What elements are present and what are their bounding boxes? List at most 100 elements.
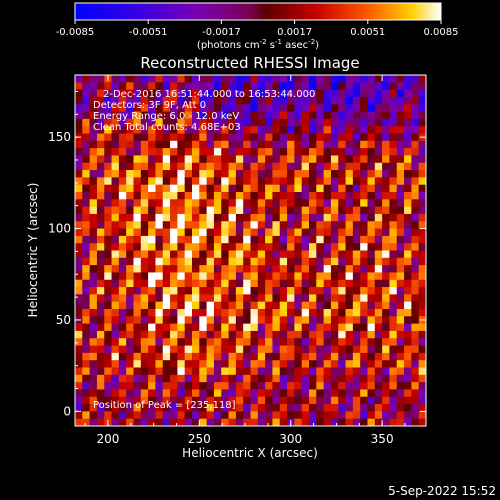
heatmap-pixel [250, 287, 259, 295]
heatmap-pixel [338, 82, 346, 91]
heatmap-pixel [111, 330, 120, 339]
heatmap-pixel [155, 272, 164, 281]
heatmap-pixel [104, 411, 112, 420]
heatmap-pixel [411, 323, 420, 332]
heatmap-pixel [309, 279, 317, 288]
heatmap-pixel [221, 396, 229, 405]
heatmap-pixel [411, 96, 420, 105]
heatmap-pixel [75, 279, 83, 288]
heatmap-pixel [257, 75, 266, 83]
heatmap-pixel [250, 418, 259, 426]
heatmap-pixel [96, 287, 105, 295]
heatmap-pixel [389, 418, 398, 426]
heatmap-pixel [96, 148, 105, 156]
heatmap-pixel [199, 287, 208, 295]
heatmap-pixel [316, 177, 325, 186]
heatmap-pixel [418, 287, 426, 295]
heatmap-pixel [404, 155, 412, 164]
heatmap-pixel [221, 279, 229, 288]
heatmap-pixel [301, 162, 310, 171]
heatmap-pixel [330, 228, 339, 237]
heatmap-pixel [345, 272, 354, 281]
heatmap-pixel [404, 221, 412, 229]
heatmap-pixel [155, 104, 164, 112]
heatmap-pixel [170, 235, 178, 244]
heatmap-pixel [418, 228, 426, 237]
heatmap-pixel [213, 75, 222, 83]
heatmap-pixel [301, 323, 310, 332]
heatmap-pixel [418, 360, 426, 368]
heatmap-pixel [133, 235, 142, 244]
heatmap-pixel [235, 287, 244, 295]
heatmap-pixel [250, 75, 259, 83]
heatmap-pixel [155, 309, 164, 317]
heatmap-pixel [89, 309, 98, 317]
heatmap-pixel [367, 382, 376, 390]
heatmap-pixel [404, 418, 412, 426]
heatmap-pixel [309, 213, 317, 222]
heatmap-pixel [294, 411, 303, 420]
heatmap-pixel [235, 301, 244, 310]
heatmap-pixel [243, 323, 251, 332]
heatmap-pixel [140, 382, 149, 390]
heatmap-pixel [345, 338, 354, 346]
heatmap-pixel [111, 265, 120, 273]
heatmap-pixel [104, 330, 112, 339]
heatmap-pixel [389, 345, 398, 354]
heatmap-pixel [177, 133, 186, 142]
heatmap-pixel [323, 75, 332, 83]
heatmap-pixel [272, 323, 281, 332]
y-tick-label: 0 [63, 404, 71, 418]
heatmap-pixel [213, 352, 222, 361]
heatmap-pixel [330, 104, 339, 112]
heatmap-pixel [287, 140, 295, 149]
heatmap-pixel [199, 162, 208, 171]
heatmap-pixel [235, 199, 244, 208]
heatmap-pixel [170, 411, 178, 420]
heatmap-pixel [404, 111, 412, 120]
heatmap-pixel [367, 133, 376, 142]
heatmap-pixel [140, 287, 149, 295]
heatmap-pixel [382, 374, 390, 383]
heatmap-pixel [170, 374, 178, 383]
heatmap-pixel [82, 170, 91, 178]
heatmap-pixel [170, 148, 178, 156]
colorbar [74, 2, 442, 21]
heatmap-pixel [367, 192, 376, 200]
heatmap-pixel [294, 279, 303, 288]
heatmap-pixel [89, 418, 98, 426]
heatmap-pixel [82, 206, 91, 215]
heatmap-pixel [345, 367, 354, 376]
heatmap-pixel [235, 367, 244, 376]
heatmap-pixel [316, 96, 325, 105]
heatmap-pixel [213, 345, 222, 354]
heatmap-pixel [374, 382, 383, 390]
heatmap-pixel [389, 257, 398, 266]
heatmap-pixel [243, 199, 251, 208]
heatmap-pixel [96, 301, 105, 310]
heatmap-pixel [89, 133, 98, 142]
heatmap-pixel [257, 396, 266, 405]
heatmap-pixel [250, 389, 259, 398]
heatmap-pixel [126, 360, 134, 368]
heatmap-pixel [352, 272, 361, 281]
heatmap-pixel [148, 404, 156, 412]
heatmap-pixel [184, 272, 193, 281]
heatmap-pixel [162, 309, 171, 317]
heatmap-pixel [192, 162, 200, 171]
heatmap-pixel [367, 374, 376, 383]
heatmap-pixel [177, 294, 186, 303]
heatmap-pixel [323, 177, 332, 186]
heatmap-pixel [257, 235, 266, 244]
heatmap-pixel [82, 162, 91, 171]
heatmap-pixel [360, 148, 368, 156]
heatmap-pixel [250, 374, 259, 383]
heatmap-pixel [330, 279, 339, 288]
heatmap-pixel [323, 316, 332, 325]
heatmap-pixel [418, 257, 426, 266]
heatmap-pixel [382, 140, 390, 149]
heatmap-pixel [148, 162, 156, 171]
heatmap-pixel [111, 96, 120, 105]
heatmap-pixel [199, 250, 208, 259]
heatmap-pixel [294, 301, 303, 310]
